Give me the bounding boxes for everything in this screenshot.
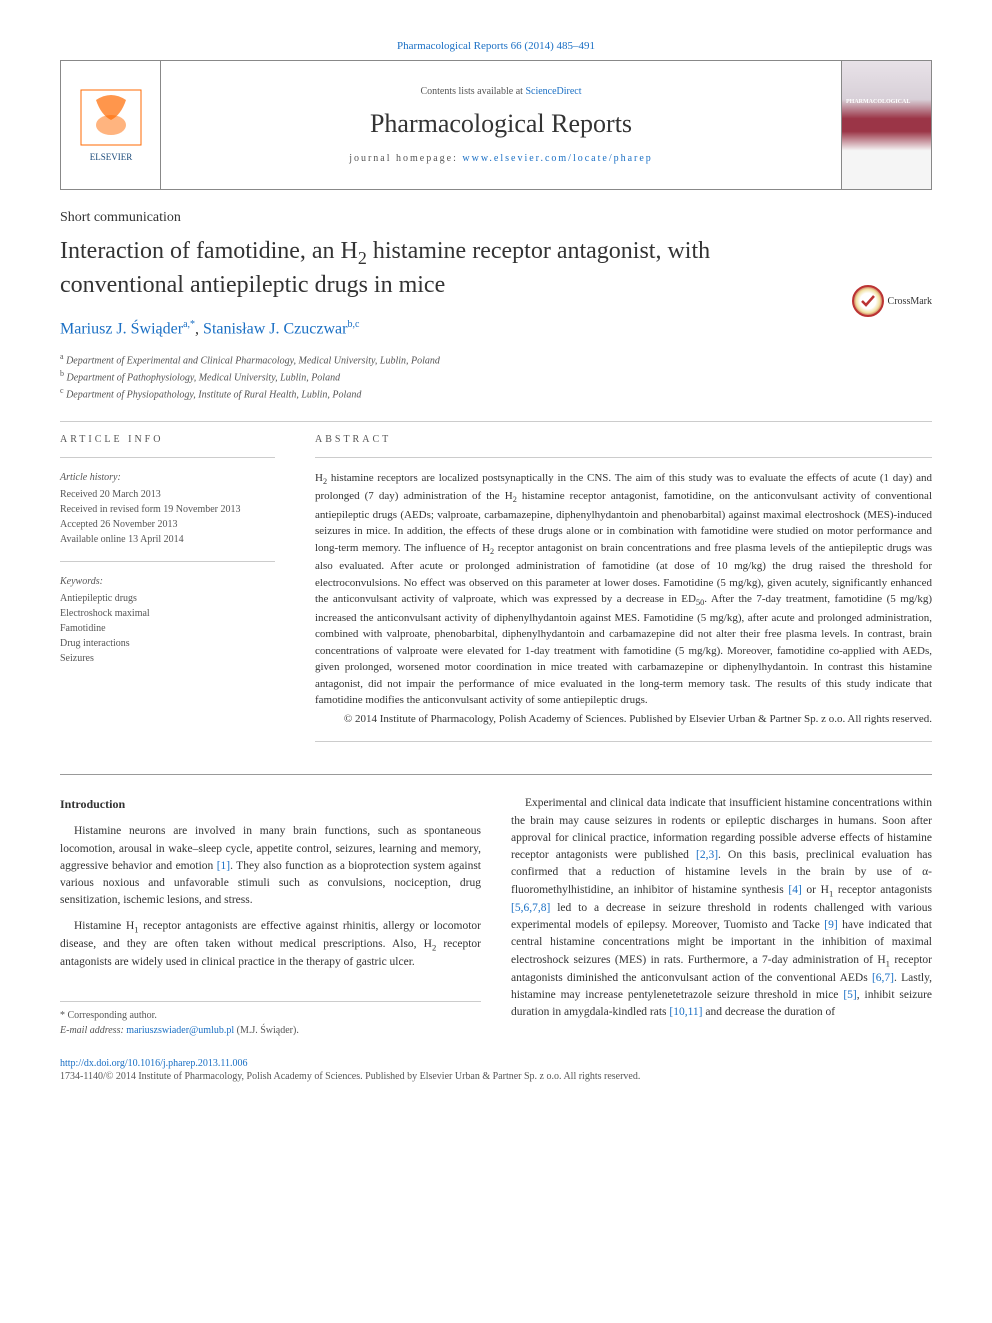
intro-p2: Histamine H1 receptor antagonists are ef… [60,918,481,972]
author-1-affil: a,* [183,319,195,330]
author-list: Mariusz J. Świądera,*, Stanisław J. Czuc… [60,319,932,338]
abstract-copyright: © 2014 Institute of Pharmacology, Polish… [315,711,932,728]
author-2-affil: b,c [347,319,359,330]
header-center: Contents lists available at ScienceDirec… [161,61,841,189]
journal-cover-thumb: PHARMACOLOGICAL [841,61,931,189]
affiliations: a Department of Experimental and Clinica… [60,351,932,403]
affiliation-c: c Department of Physiopathology, Institu… [60,385,932,402]
divider [60,421,932,422]
keyword: Electroshock maximal [60,606,275,621]
elsevier-logo: ELSEVIER [61,61,161,189]
corresponding-author: * Corresponding author. E-mail address: … [60,1001,481,1038]
journal-homepage-link[interactable]: www.elsevier.com/locate/pharep [462,153,652,164]
introduction-heading: Introduction [60,795,481,813]
history-received: Received 20 March 2013 [60,487,275,502]
article-info-heading: ARTICLE INFO [60,434,275,445]
author-2[interactable]: Stanisław J. Czuczwar [203,321,347,338]
abstract-body: H2 histamine receptors are localized pos… [315,472,932,707]
journal-name: Pharmacological Reports [370,109,632,139]
journal-ref-link[interactable]: Pharmacological Reports 66 (2014) 485–49… [397,40,595,52]
journal-cover-label: PHARMACOLOGICAL [846,99,910,105]
intro-p3: Experimental and clinical data indicate … [511,795,932,1021]
history-label: Article history: [60,470,275,485]
author-1[interactable]: Mariusz J. Świąder [60,321,183,338]
article-section-type: Short communication [60,210,932,226]
abstract-col: ABSTRACT H2 histamine receptors are loca… [315,434,932,755]
affiliation-a: a Department of Experimental and Clinica… [60,351,932,368]
corr-email-link[interactable]: mariuszswiader@umlub.pl [126,1025,234,1036]
history-online: Available online 13 April 2014 [60,532,275,547]
issn-copyright-line: 1734-1140/© 2014 Institute of Pharmacolo… [60,1071,932,1082]
article-history: Article history: Received 20 March 2013 … [60,470,275,547]
abstract-heading: ABSTRACT [315,434,932,445]
keyword: Famotidine [60,621,275,636]
section-divider [60,774,932,775]
keyword: Antiepileptic drugs [60,591,275,606]
sciencedirect-link[interactable]: ScienceDirect [525,86,581,97]
keywords-label: Keywords: [60,574,275,589]
doi-line: http://dx.doi.org/10.1016/j.pharep.2013.… [60,1058,932,1069]
body-columns: Introduction Histamine neurons are invol… [60,795,932,1038]
header-journal-ref: Pharmacological Reports 66 (2014) 485–49… [60,40,932,52]
article-info-col: ARTICLE INFO Article history: Received 2… [60,434,275,755]
history-accepted: Accepted 26 November 2013 [60,517,275,532]
info-abstract-row: ARTICLE INFO Article history: Received 2… [60,434,932,755]
crossmark-icon [852,285,884,317]
doi-link[interactable]: http://dx.doi.org/10.1016/j.pharep.2013.… [60,1058,248,1069]
affiliation-b: b Department of Pathophysiology, Medical… [60,368,932,385]
crossmark-badge[interactable]: CrossMark [852,285,932,317]
journal-header-bar: ELSEVIER Contents lists available at Sci… [60,60,932,190]
intro-p1: Histamine neurons are involved in many b… [60,823,481,909]
corr-email-line: E-mail address: mariuszswiader@umlub.pl … [60,1023,481,1038]
keywords-block: Keywords: Antiepileptic drugs Electrosho… [60,574,275,666]
abstract-text: H2 histamine receptors are localized pos… [315,470,932,728]
svg-text:ELSEVIER: ELSEVIER [89,152,132,162]
journal-homepage-line: journal homepage: www.elsevier.com/locat… [349,153,653,164]
body-col-right: Experimental and clinical data indicate … [511,795,932,1038]
body-col-left: Introduction Histamine neurons are invol… [60,795,481,1038]
article-title: Interaction of famotidine, an H2 histami… [60,236,840,301]
crossmark-label: CrossMark [888,296,932,307]
history-revised: Received in revised form 19 November 201… [60,502,275,517]
keyword: Drug interactions [60,636,275,651]
contents-available-line: Contents lists available at ScienceDirec… [420,86,581,97]
keyword: Seizures [60,651,275,666]
corr-label: * Corresponding author. [60,1008,481,1023]
